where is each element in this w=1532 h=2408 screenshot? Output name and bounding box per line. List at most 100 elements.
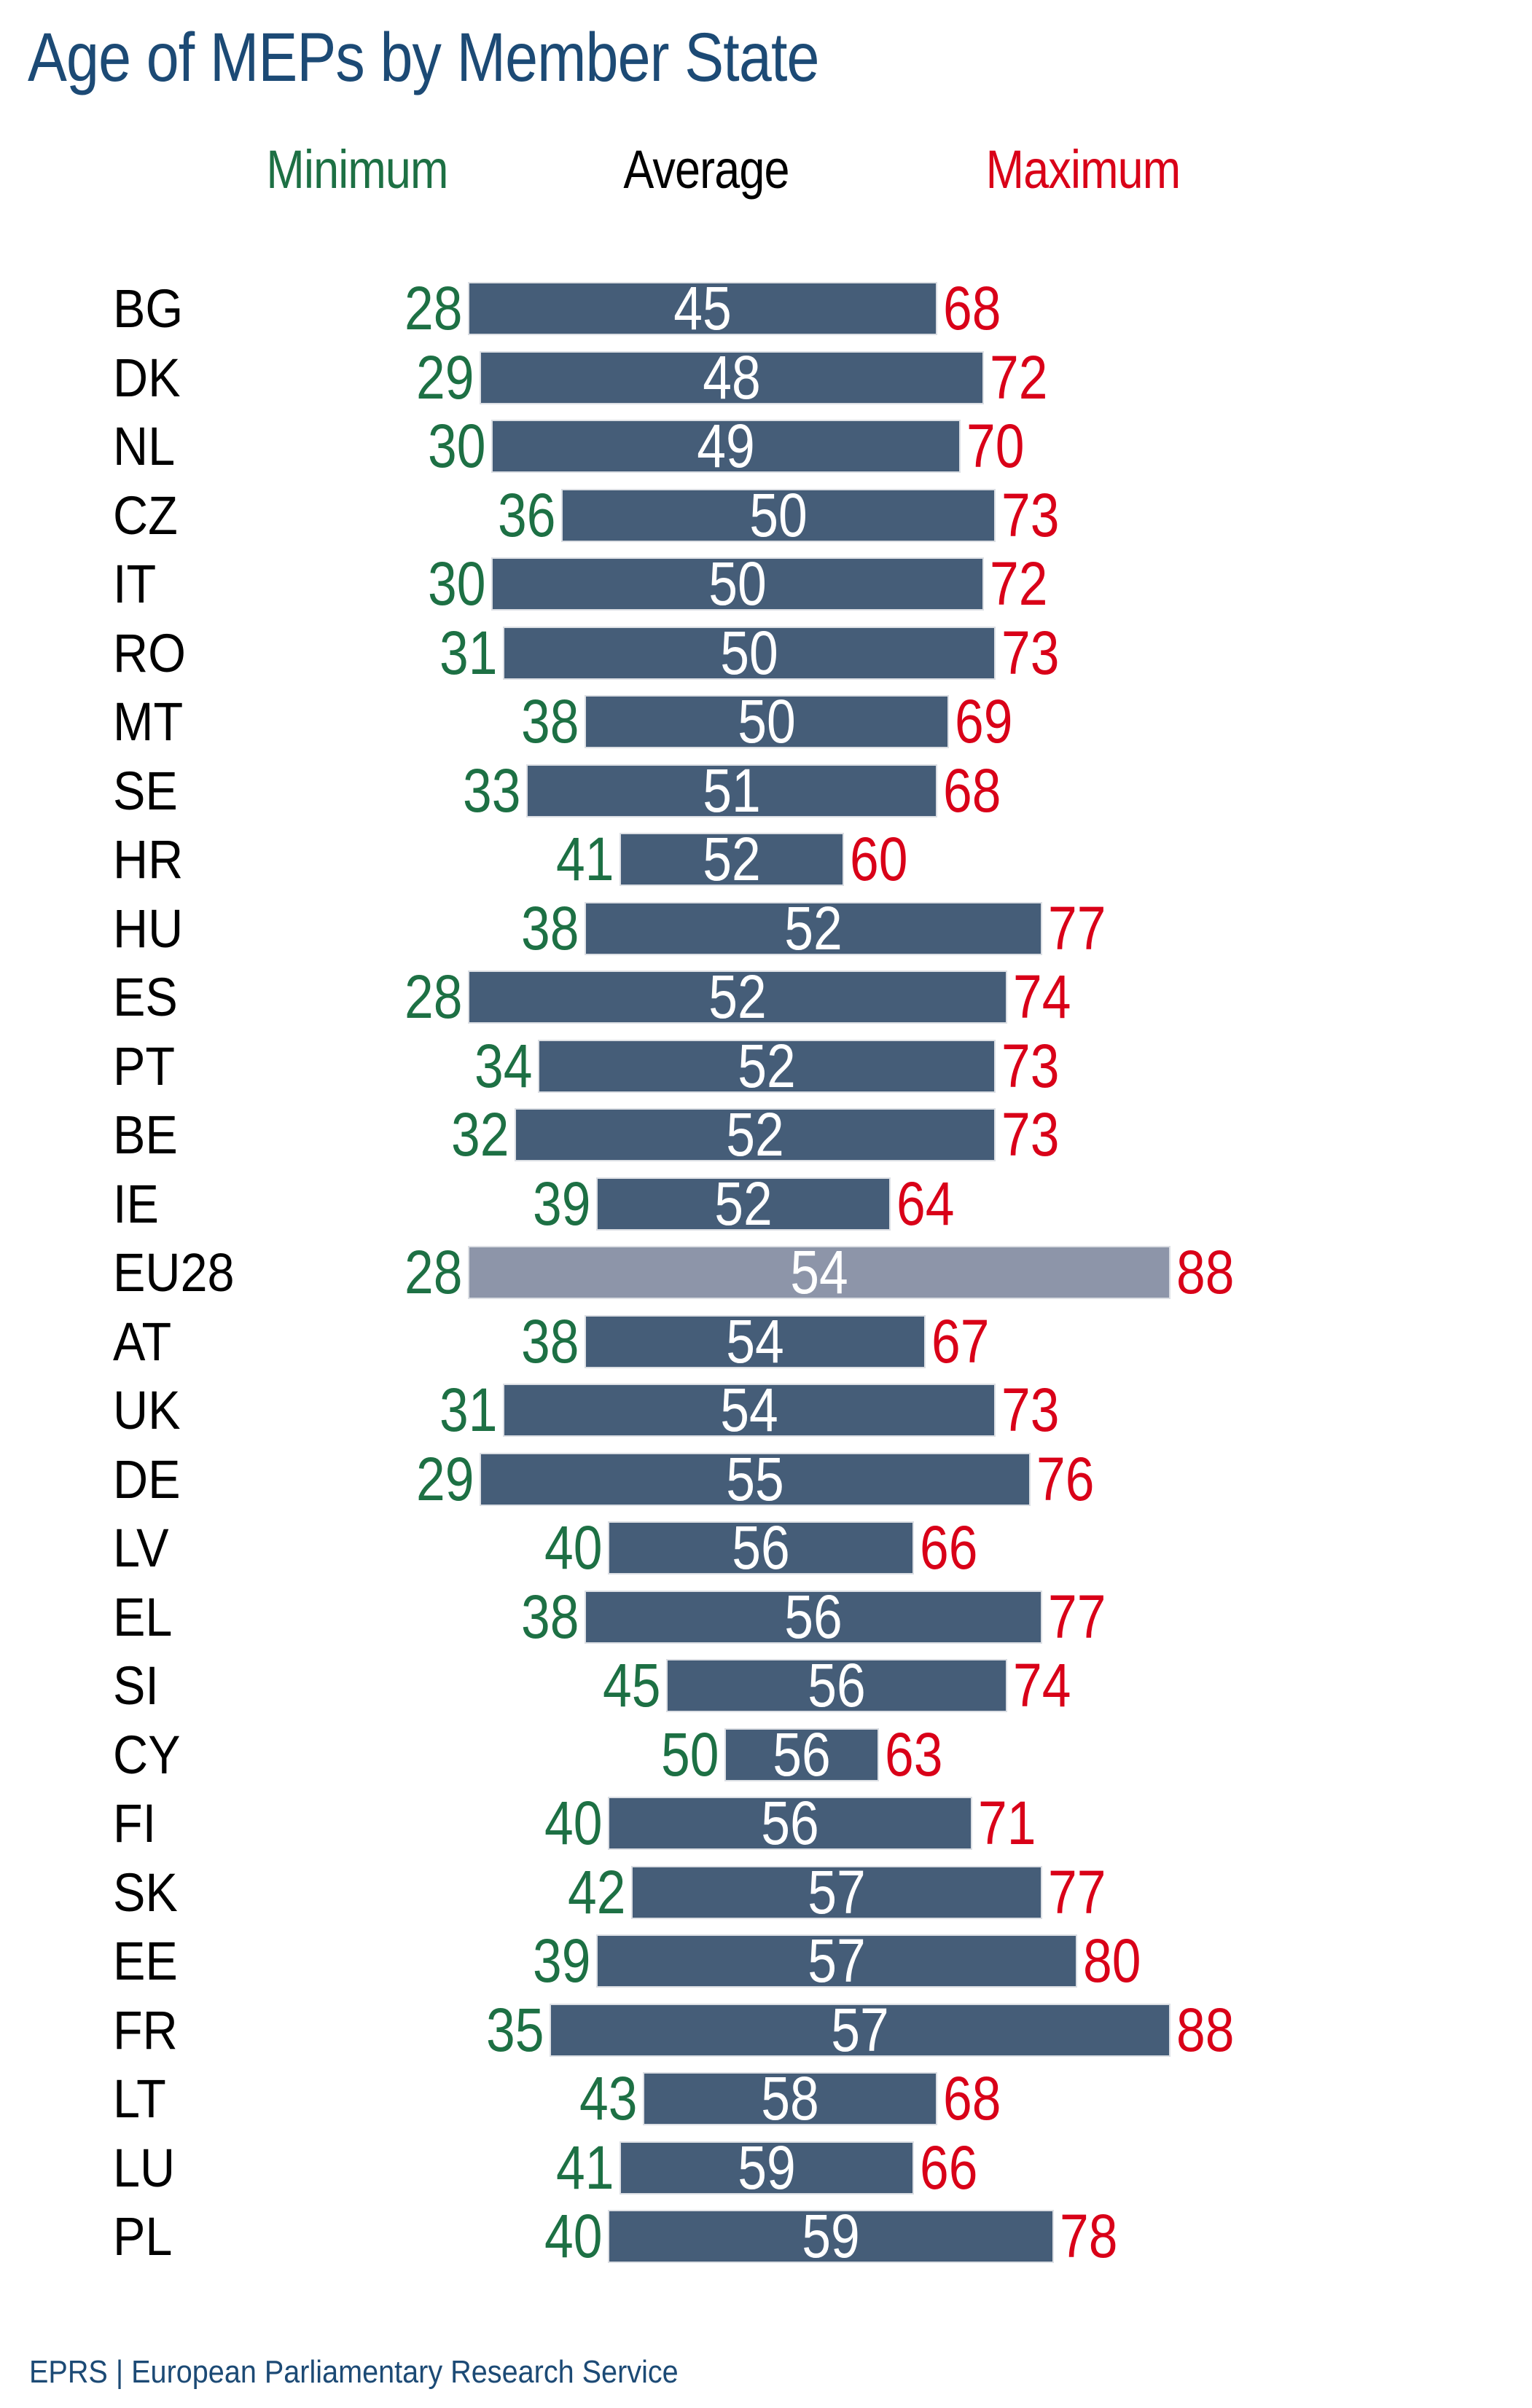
chart-row-mt: MT 38 50 69: [0, 687, 1532, 756]
avg-value: 56: [784, 1582, 843, 1651]
max-value: 64: [896, 1169, 955, 1238]
country-label: PL: [113, 2206, 173, 2267]
range-bar: [586, 697, 947, 747]
country-label: LU: [113, 2137, 176, 2198]
chart-row-es: ES 28 52 74: [0, 962, 1532, 1031]
min-value: 28: [404, 274, 462, 342]
avg-value: 56: [773, 1719, 831, 1789]
max-value: 88: [1176, 1995, 1235, 2064]
min-value: 30: [427, 549, 485, 618]
range-bar: [469, 972, 1006, 1022]
avg-value: 52: [703, 825, 761, 893]
max-value: 77: [1048, 1582, 1106, 1651]
avg-value: 57: [831, 1995, 889, 2064]
min-value: 40: [544, 2202, 602, 2270]
country-label: SK: [113, 1862, 178, 1923]
country-label: MT: [113, 691, 184, 752]
legend-maximum: Maximum: [969, 143, 1197, 197]
avg-value: 50: [738, 687, 796, 756]
avg-value: 54: [720, 1376, 778, 1444]
max-value: 68: [943, 756, 1001, 825]
range-bar: [586, 903, 1041, 954]
min-value: 35: [485, 1995, 544, 2064]
avg-value: 59: [802, 2202, 860, 2270]
min-value: 38: [520, 893, 579, 962]
avg-value: 57: [808, 1857, 866, 1926]
chart-row-hu: HU 38 52 77: [0, 893, 1532, 962]
chart-row-si: SI 45 56 74: [0, 1651, 1532, 1719]
max-value: 73: [1001, 480, 1060, 549]
min-value: 30: [427, 412, 485, 480]
range-bar: [504, 627, 994, 678]
avg-value: 45: [673, 274, 732, 342]
range-bar: [528, 765, 936, 816]
range-bar: [726, 1729, 878, 1780]
chart-row-uk: UK 31 54 73: [0, 1376, 1532, 1444]
range-bar: [621, 834, 843, 885]
country-label: IT: [113, 554, 157, 614]
max-value: 68: [943, 274, 1001, 342]
max-value: 60: [850, 825, 908, 893]
avg-value: 56: [732, 1513, 790, 1582]
range-bar: [481, 1454, 1029, 1505]
max-value: 74: [1013, 1651, 1071, 1719]
range-bar: [504, 1385, 994, 1435]
country-label: HR: [113, 829, 184, 890]
max-value: 74: [1013, 962, 1071, 1031]
max-value: 71: [978, 1789, 1036, 1857]
legend: Minimum Average Maximum: [0, 143, 1532, 201]
max-value: 63: [885, 1719, 943, 1789]
chart-row-bg: BG 28 45 68: [0, 274, 1532, 342]
min-value: 32: [450, 1100, 509, 1169]
max-value: 77: [1048, 1857, 1106, 1926]
max-value: 66: [920, 2133, 978, 2202]
range-bar: [633, 1867, 1041, 1918]
country-label: LT: [113, 2068, 166, 2129]
range-bar: [668, 1660, 1006, 1711]
country-label: BE: [113, 1105, 178, 1165]
country-label: SI: [113, 1655, 159, 1716]
min-value: 38: [520, 687, 579, 756]
avg-value: 50: [708, 549, 767, 618]
country-label: AT: [113, 1311, 172, 1372]
country-label: EE: [113, 1931, 178, 1991]
country-label: FI: [113, 1793, 157, 1854]
country-label: DE: [113, 1448, 181, 1510]
min-value: 29: [415, 342, 474, 412]
range-bar: [609, 1523, 912, 1573]
min-value: 40: [544, 1789, 602, 1857]
max-value: 88: [1176, 1238, 1235, 1306]
legend-maximum-label: Maximum: [985, 139, 1181, 200]
range-bar: [598, 1178, 889, 1229]
chart-row-ro: RO 31 50 73: [0, 618, 1532, 687]
max-value: 73: [1001, 1031, 1060, 1100]
chart-row-lv: LV 40 56 66: [0, 1513, 1532, 1582]
legend-minimum-label: Minimum: [266, 139, 448, 200]
min-value: 36: [497, 480, 555, 549]
max-value: 72: [990, 549, 1048, 618]
chart-row-el: EL 38 56 77: [0, 1582, 1532, 1651]
max-value: 67: [931, 1306, 990, 1376]
avg-value: 56: [761, 1789, 819, 1857]
chart-row-at: AT 38 54 67: [0, 1306, 1532, 1376]
chart-row-sk: SK 42 57 77: [0, 1857, 1532, 1926]
min-value: 50: [660, 1719, 719, 1789]
chart-row-pt: PT 34 52 73: [0, 1031, 1532, 1100]
min-value: 38: [520, 1582, 579, 1651]
max-value: 70: [966, 412, 1025, 480]
min-value: 40: [544, 1513, 602, 1582]
avg-value: 56: [808, 1651, 866, 1719]
avg-value: 59: [738, 2133, 796, 2202]
legend-average: Average: [609, 143, 803, 197]
range-bar: [586, 1591, 1041, 1642]
min-value: 34: [474, 1031, 532, 1100]
country-label: PT: [113, 1035, 176, 1097]
min-value: 43: [579, 2064, 637, 2133]
country-label: BG: [113, 278, 184, 339]
min-value: 28: [404, 1238, 462, 1306]
country-label: UK: [113, 1380, 181, 1440]
min-value: 31: [439, 618, 497, 687]
avg-value: 51: [703, 756, 761, 825]
